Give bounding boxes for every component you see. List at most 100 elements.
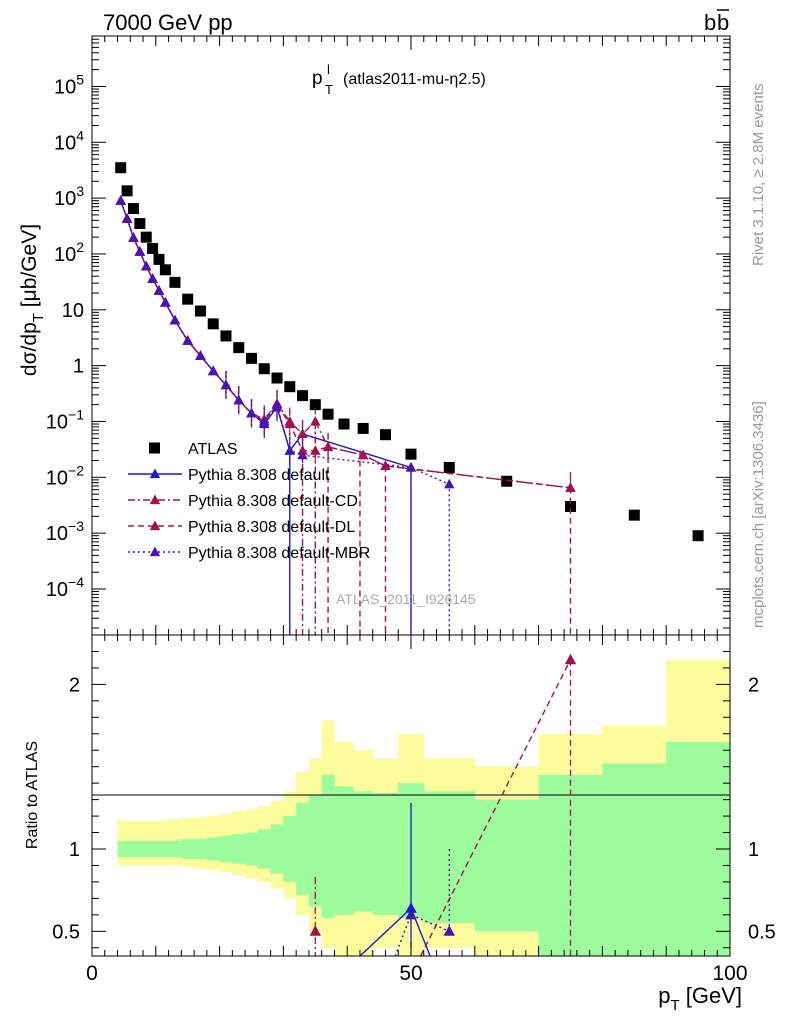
main-y-tick-label: 10−3 [46, 518, 84, 545]
x-tick-label: 50 [399, 962, 422, 985]
series-default [115, 195, 417, 472]
plot-title-main: p [312, 68, 323, 89]
ratio-band-inner [257, 829, 272, 869]
main-y-tick-label: 104 [54, 127, 84, 154]
ratio-panel: 0.5 0.5 1 1 2 2 0 50 100 Ratio to ATLAS pT [GeV… [24, 634, 776, 1014]
atlas-point [153, 253, 165, 265]
ratio-band-inner [117, 840, 125, 858]
ratio-band-inner [423, 791, 476, 924]
ratio-y-tick-label-right: 1 [748, 839, 759, 861]
main-y-tick-label: 10−4 [46, 574, 84, 601]
ratio-band-inner [130, 840, 138, 858]
ratio-y-tick-label-right: 2 [748, 674, 759, 696]
svg-text:pT [GeV]: pT [GeV] [658, 983, 742, 1014]
ratio-band-inner [181, 839, 195, 859]
series-point-mbr [169, 314, 181, 325]
ratio-y-tick-label: 1 [69, 839, 80, 861]
series-point-mbr [128, 232, 139, 242]
atlas-point [121, 185, 133, 197]
main-y-tick-label: 10−2 [46, 462, 84, 489]
watermark: ATLAS_2011_I926145 [336, 591, 476, 607]
series-point-mbr [182, 335, 193, 345]
ratio-band-inner [353, 791, 374, 912]
atlas-point [271, 372, 283, 384]
ratio-band-inner [296, 802, 310, 896]
process-bbar: b [717, 10, 729, 35]
series-point-mbr [195, 350, 206, 360]
atlas-point [140, 231, 152, 243]
legend-entry-default: Pythia 8.308 default [128, 467, 330, 484]
ratio-band-inner [245, 832, 259, 866]
main-y-tick-label: 103 [54, 183, 84, 210]
series-point-mbr [271, 399, 283, 409]
ratio-band-inner [123, 840, 131, 858]
ratio-y-ticks: 0.5 0.5 1 1 2 2 [52, 650, 776, 949]
ratio-band-inner [162, 840, 169, 858]
atlas-point [194, 305, 206, 317]
energy-label: 7000 GeV pp [103, 10, 233, 35]
series-point-mbr [284, 445, 296, 455]
legend-marker [149, 442, 160, 454]
atlas-point [115, 162, 127, 174]
atlas-point [233, 342, 245, 354]
ratio-y-tick-label: 0.5 [52, 921, 80, 943]
ratio-band-inner [155, 840, 163, 858]
main-panel: 10−4 10−3 10−2 10−1 1 10 102 103 104 105 dσ/dpT [… [18, 35, 731, 636]
legend-label: Pythia 8.308 default-DL [188, 519, 355, 536]
atlas-point [182, 293, 194, 305]
series-point-mbr [141, 260, 152, 271]
series-point-mbr [134, 246, 146, 256]
plot-title: p l T (atlas2011-mu-η2.5) [312, 62, 486, 97]
atlas-point [379, 429, 391, 441]
ratio-band-inner [206, 837, 220, 861]
series-point-mbr [259, 415, 270, 426]
ratio-band-inner [194, 839, 208, 859]
series-point-mbr [115, 195, 126, 205]
ratio-point-cd [309, 925, 321, 936]
series-atlas [115, 162, 704, 542]
series-point-dl [357, 449, 369, 460]
ratio-band-inner [372, 793, 399, 915]
atlas-point [322, 408, 334, 420]
series-point-mbr [121, 213, 133, 223]
legend-label: Pythia 8.308 default-CD [188, 493, 358, 510]
ratio-band-inner [143, 840, 150, 858]
ratio-band-inner [308, 794, 323, 907]
atlas-point [405, 448, 417, 460]
legend-entry-mbr: Pythia 8.308 default-MBR [128, 545, 370, 562]
legend-label: Pythia 8.308 default-MBR [188, 545, 370, 562]
legend: ATLAS Pythia 8.308 default Pythia 8.308 de… [128, 441, 370, 562]
main-y-ticks: 10−4 10−3 10−2 10−1 1 10 102 103 104 105 [46, 35, 730, 629]
series-point-dl [380, 460, 391, 471]
atlas-point [565, 501, 576, 513]
atlas-point [297, 390, 309, 402]
atlas-point [169, 276, 181, 288]
ratio-x-ticks: 0 50 100 [86, 635, 748, 985]
rivet-label: Rivet 3.1.10, ≥ 2.8M events [750, 84, 767, 267]
ratio-band-inner [232, 834, 246, 864]
atlas-point [246, 352, 257, 364]
series-point-mbr [147, 273, 158, 283]
atlas-point [134, 218, 146, 230]
ratio-band-inner [149, 840, 157, 858]
ratio-band-inner [602, 763, 667, 956]
atlas-point [501, 475, 513, 487]
main-y-tick-label: 1 [73, 356, 84, 378]
atlas-point [338, 418, 350, 430]
legend-entry-atlas: ATLAS [149, 441, 238, 458]
series-point-dl [322, 441, 334, 452]
ratio-line-mbr [394, 913, 450, 957]
atlas-point [357, 422, 369, 434]
plot-title-sup: l [327, 62, 330, 77]
legend-marker [149, 546, 161, 557]
atlas-point [127, 203, 139, 215]
x-axis-label: pT [GeV] [658, 983, 742, 1014]
x-tick-label: 0 [86, 962, 98, 985]
series-point-mbr [405, 461, 417, 472]
atlas-point [258, 363, 270, 375]
legend-label: ATLAS [188, 441, 238, 458]
process-label: b b [704, 9, 729, 35]
ratio-series [309, 653, 577, 957]
main-y-axis-label: dσ/dpT [μb/GeV] [18, 224, 47, 376]
ratio-y-tick-label: 2 [69, 674, 80, 696]
